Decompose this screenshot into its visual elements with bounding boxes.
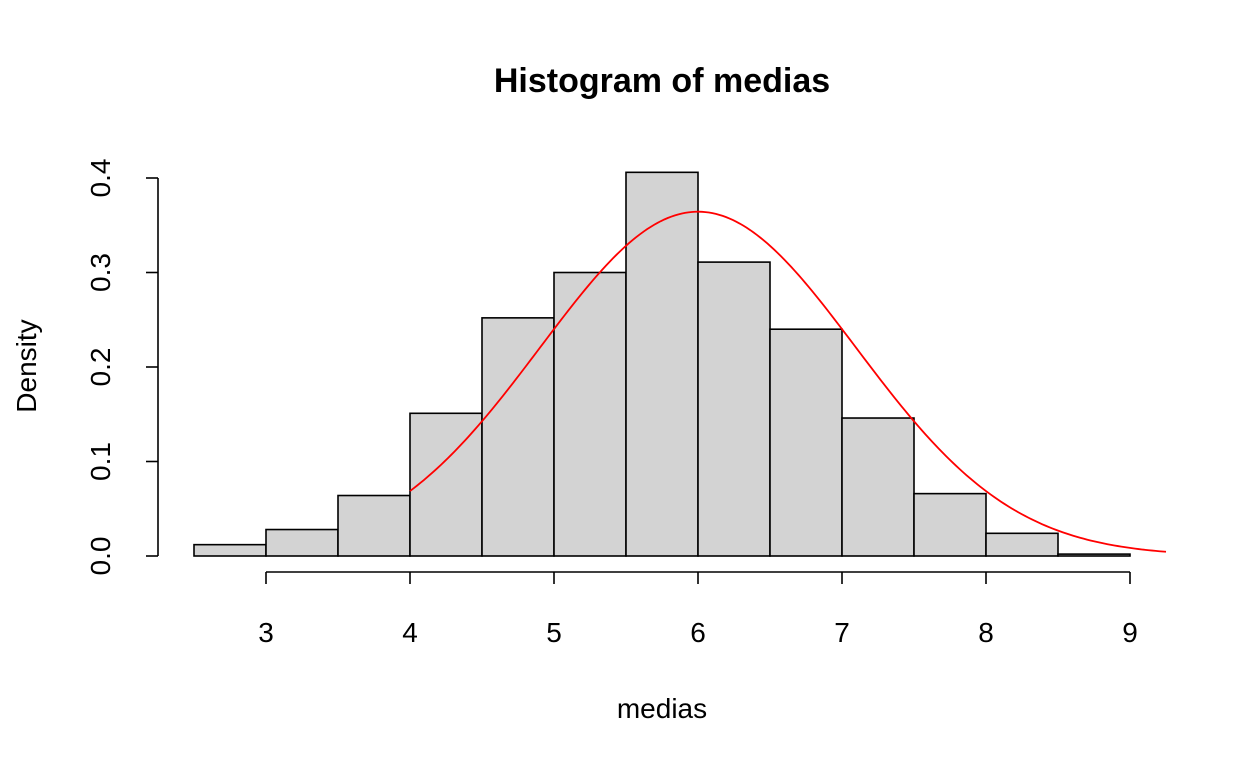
histogram-bar <box>985 532 1059 557</box>
x-tick-label: 8 <box>978 617 994 648</box>
histogram-bar <box>913 492 987 557</box>
x-axis-label: medias <box>617 693 707 724</box>
histogram-bar <box>1057 553 1131 557</box>
x-tick-label: 6 <box>690 617 706 648</box>
histogram-bar <box>769 328 843 557</box>
histogram-bar <box>265 528 339 557</box>
histogram-bar <box>841 417 915 557</box>
x-tick-label: 7 <box>834 617 850 648</box>
x-tick-label: 3 <box>258 617 274 648</box>
x-axis: 3 4 5 6 7 8 9 <box>258 571 1138 648</box>
y-tick-label: 0.0 <box>85 537 116 576</box>
normal-density-curve <box>409 210 1167 553</box>
y-axis: 0.0 0.1 0.2 0.3 0.4 <box>85 159 159 576</box>
y-axis-label: Density <box>11 319 42 412</box>
histogram-bar <box>625 171 699 557</box>
histogram-bar <box>337 494 411 557</box>
chart-title: Histogram of medias <box>494 62 830 100</box>
x-tick-label: 5 <box>546 617 562 648</box>
y-tick-label: 0.1 <box>85 442 116 481</box>
density-curve-group <box>409 210 1167 553</box>
histogram-bar <box>193 543 267 557</box>
y-tick-label: 0.4 <box>85 159 116 198</box>
histogram-bar <box>697 261 771 557</box>
histogram-bar <box>553 271 627 557</box>
x-tick-label: 9 <box>1122 617 1138 648</box>
y-tick-label: 0.3 <box>85 253 116 292</box>
bars-group <box>193 171 1131 557</box>
histogram-bar <box>481 317 555 557</box>
x-tick-label: 4 <box>402 617 418 648</box>
y-tick-label: 0.2 <box>85 348 116 387</box>
histogram-bar <box>409 412 483 557</box>
